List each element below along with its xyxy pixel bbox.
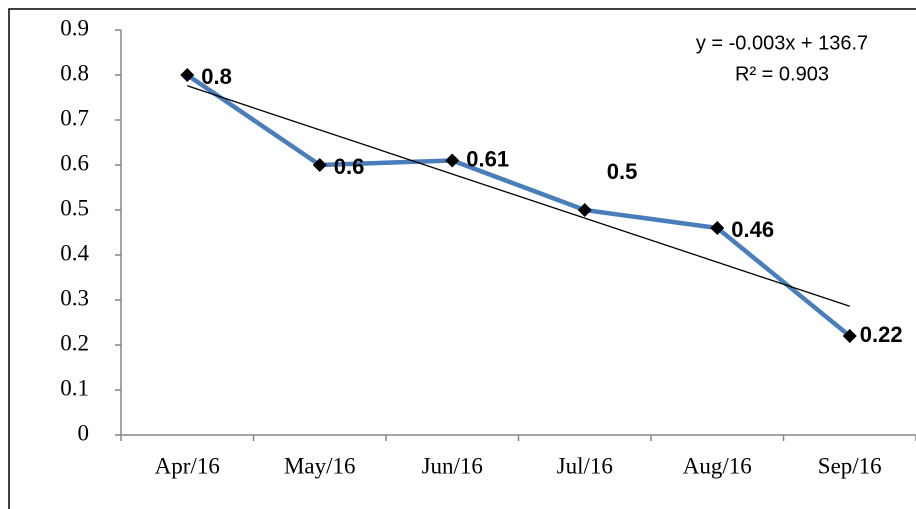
data-marker xyxy=(842,329,857,343)
data-marker xyxy=(577,203,592,217)
data-label: 0.61 xyxy=(466,146,509,171)
data-label: 0.46 xyxy=(731,217,774,242)
data-marker xyxy=(312,158,327,172)
y-tick-label: 0.8 xyxy=(60,60,89,85)
data-marker xyxy=(180,68,195,82)
chart-border xyxy=(8,8,916,509)
data-line xyxy=(185,73,852,338)
data-label: 0.8 xyxy=(201,64,232,89)
y-tick-label: 0.7 xyxy=(60,105,89,130)
x-tick-label: Apr/16 xyxy=(155,453,220,478)
y-tick-label: 0.1 xyxy=(60,375,89,400)
data-marker xyxy=(710,221,725,235)
data-label: 0.6 xyxy=(334,154,365,179)
x-tick-label: Aug/16 xyxy=(683,453,752,478)
x-tick-label: Sep/16 xyxy=(818,453,882,478)
x-tick-label: May/16 xyxy=(284,453,356,478)
y-tick-label: 0.4 xyxy=(60,240,89,265)
data-label: 0.22 xyxy=(860,322,903,347)
y-tick-label: 0.5 xyxy=(60,195,89,220)
y-tick-label: 0 xyxy=(78,420,90,445)
y-tick-label: 0.6 xyxy=(60,150,89,175)
y-tick-label: 0.3 xyxy=(60,285,89,310)
x-tick-label: Jul/16 xyxy=(557,453,613,478)
trendline-r-squared: R² = 0.903 xyxy=(735,63,829,85)
data-label: 0.5 xyxy=(607,159,638,184)
y-tick-label: 0.9 xyxy=(60,15,89,40)
x-tick-label: Jun/16 xyxy=(422,453,483,478)
trendline xyxy=(187,85,850,307)
y-tick-label: 0.2 xyxy=(60,330,89,355)
trendline-equation: y = -0.003x + 136.7 xyxy=(696,32,868,54)
data-marker xyxy=(445,153,460,168)
